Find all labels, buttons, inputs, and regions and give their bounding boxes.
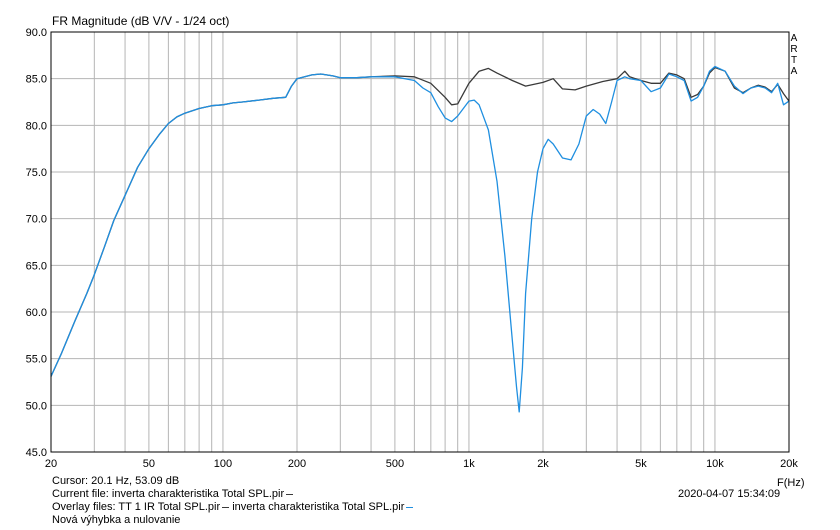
y-tick-label: 70.0 — [26, 214, 47, 226]
overlay-file-1-text: Overlay files: TT 1 IR Total SPL.pir — [52, 501, 221, 513]
arta-letter-3: T — [790, 55, 798, 66]
x-tick-label: 1k — [463, 458, 475, 470]
x-tick-label: 50 — [143, 458, 155, 470]
x-axis-unit-label: F(Hz) — [777, 477, 805, 489]
x-tick-label: 100 — [214, 458, 232, 470]
x-tick-label: 5k — [635, 458, 647, 470]
y-tick-label: 80.0 — [26, 120, 47, 132]
arta-letter-2: R — [790, 44, 798, 55]
x-tick-label: 200 — [288, 458, 306, 470]
series-line-1 — [50, 66, 790, 377]
current-file-swatch — [286, 493, 294, 495]
note-line: Nová výhybka a nulovanie — [52, 514, 181, 526]
chart-grid — [50, 31, 790, 453]
timestamp: 2020-04-07 15:34:09 — [678, 488, 781, 500]
y-tick-label: 65.0 — [26, 260, 47, 272]
arta-letter-1: A — [790, 33, 798, 44]
chart-title: FR Magnitude (dB V/V - 1/24 oct) — [52, 14, 230, 28]
y-tick-label: 85.0 — [26, 74, 47, 86]
arta-letter-4: A — [790, 66, 798, 77]
y-tick-label: 45.0 — [26, 447, 47, 459]
plot-frame — [50, 31, 790, 453]
current-file-line: Current file: inverta charakteristika To… — [52, 488, 294, 501]
x-tick-label: 20k — [780, 458, 798, 470]
chart-tick-labels: 45.0 50.0 55.0 60.0 65.0 70.0 75.0 80.0 85.0 90.0… — [26, 27, 799, 470]
x-tick-label: 500 — [386, 458, 404, 470]
y-tick-label: 90.0 — [26, 27, 47, 39]
y-tick-label: 75.0 — [26, 167, 47, 179]
y-tick-label: 55.0 — [26, 354, 47, 366]
series-line-2 — [50, 65, 790, 413]
cursor-readout: Cursor: 20.1 Hz, 53.09 dB — [52, 475, 180, 487]
x-tick-label: 10k — [706, 458, 724, 470]
overlay-file-1-swatch — [222, 506, 230, 508]
x-tick-label: 20 — [45, 458, 57, 470]
overlay-files-line: Overlay files: TT 1 IR Total SPL.pir inv… — [52, 501, 414, 514]
current-file-text: Current file: inverta charakteristika To… — [52, 488, 285, 500]
overlay-file-2-text: inverta charakteristika Total SPL.pir — [232, 501, 405, 513]
chart-series-layer — [50, 65, 790, 413]
y-tick-label: 60.0 — [26, 307, 47, 319]
y-tick-label: 50.0 — [26, 400, 47, 412]
overlay-file-2-swatch — [406, 506, 414, 508]
x-tick-label: 2k — [537, 458, 549, 470]
